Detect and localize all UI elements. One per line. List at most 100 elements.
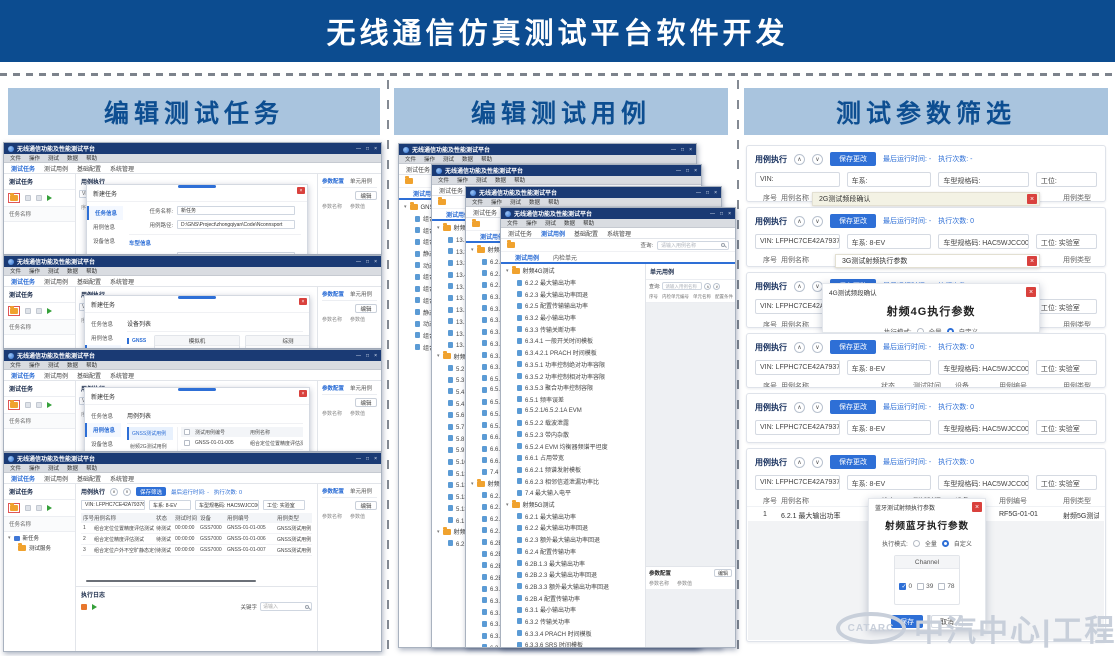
minimize-icon[interactable]: — bbox=[356, 258, 362, 265]
tree-item[interactable]: ▾6.2B.4 配置传输功率 bbox=[501, 592, 645, 604]
edit-button[interactable]: 编辑 bbox=[714, 569, 732, 577]
close-icon[interactable]: × bbox=[689, 146, 692, 153]
vehicle-info-link[interactable]: 车型信息 bbox=[129, 234, 301, 247]
minimize-icon[interactable]: — bbox=[696, 189, 702, 196]
window-titlebar[interactable]: 无线通信功能及性能测试平台 — □ × bbox=[466, 187, 721, 198]
save-changes-button[interactable]: 保存更改 bbox=[830, 340, 876, 354]
menu-item[interactable]: 文件 bbox=[472, 200, 484, 206]
minimize-icon[interactable]: — bbox=[356, 455, 362, 462]
dialog-nav-item[interactable]: 设备信息 bbox=[85, 345, 121, 348]
tree-item[interactable]: ▾6.3.3.4 PRACH 时间模板 bbox=[501, 627, 645, 639]
tree-item[interactable]: ▾6.2.2 最大输出功率 bbox=[501, 277, 645, 289]
new-folder-icon[interactable] bbox=[438, 197, 446, 205]
dialog-nav-item[interactable]: 设备信息 bbox=[91, 442, 114, 448]
menu-item[interactable]: 测试 bbox=[48, 156, 60, 162]
tree-item[interactable]: ▾6.2.4 配置传输功率 bbox=[501, 546, 645, 558]
tab[interactable]: 测试用例 bbox=[44, 476, 69, 483]
menu-item[interactable]: 数据 bbox=[564, 221, 576, 227]
maximize-icon[interactable]: □ bbox=[366, 352, 370, 359]
filter-input[interactable]: 工位: 实验室 bbox=[1035, 360, 1097, 375]
save-changes-button[interactable]: 保存更改 bbox=[830, 400, 876, 414]
move-up-button[interactable]: ∧ bbox=[794, 280, 805, 292]
dialog-nav-item[interactable]: 用例信息 bbox=[93, 225, 116, 231]
case-path-input[interactable]: D:\GNS\Project\zhongqiyan\Code\Nconnspor… bbox=[177, 220, 295, 229]
case-row[interactable]: 2 组合定位精度评估测试 待测试 00:00:00 GSS7000 GNSS-01-01-… bbox=[81, 534, 312, 545]
filter-input[interactable]: 工位: 实验室 bbox=[263, 500, 305, 510]
filter-input[interactable]: 车系: 8-EV bbox=[846, 475, 932, 490]
tree-item[interactable]: ▾6.3.2 最小输出功率 bbox=[501, 312, 645, 324]
tab[interactable]: 系统管理 bbox=[110, 373, 135, 380]
menu-item[interactable]: 数据 bbox=[67, 156, 79, 162]
dialog-nav-item[interactable]: 用例信息 bbox=[85, 423, 121, 437]
case-row[interactable]: 3组合定位户外不空旷静态定位精度待测试00:00:00GSS7000GNSS-0… bbox=[81, 545, 312, 556]
save-filter-button[interactable]: 保存筛选 bbox=[136, 487, 167, 496]
filter-input[interactable]: 车型规格码: HAC5WJCC0003 bbox=[938, 234, 1029, 249]
menu-item[interactable]: 操作 bbox=[29, 466, 41, 472]
tree-item[interactable]: ▾6.6.2.1 频谱发射模板 bbox=[501, 464, 645, 476]
window-titlebar[interactable]: 无线通信功能及性能测试平台 — □ × bbox=[399, 144, 696, 155]
close-icon[interactable]: × bbox=[297, 187, 305, 194]
dialog-nav-item[interactable]: 设备信息 bbox=[93, 239, 116, 245]
new-folder-icon[interactable] bbox=[405, 176, 413, 184]
run-icon[interactable] bbox=[47, 308, 52, 314]
edit-button[interactable]: 编辑 bbox=[355, 304, 377, 313]
filter-input[interactable]: 车系: 8-EV bbox=[149, 500, 191, 510]
menu-item[interactable]: 测试 bbox=[545, 221, 557, 227]
maximize-icon[interactable]: □ bbox=[366, 258, 370, 265]
tab[interactable]: 测试任务 bbox=[11, 373, 36, 380]
window-titlebar[interactable]: 无线通信功能及性能测试平台 — □ × bbox=[501, 208, 735, 219]
menu-item[interactable]: 操作 bbox=[29, 269, 41, 275]
menu-item[interactable]: 数据 bbox=[529, 200, 541, 206]
tree-item-service[interactable]: 测试服务 bbox=[8, 543, 71, 552]
tab-param-config[interactable]: 参数配置 bbox=[322, 292, 345, 298]
move-up-button[interactable]: ∧ bbox=[794, 215, 805, 227]
radio-custom[interactable] bbox=[941, 540, 949, 547]
tab[interactable]: 基础配置 bbox=[574, 231, 599, 238]
filter-input[interactable]: 车系: bbox=[846, 172, 932, 187]
filter-input[interactable]: 工位: 实验室 bbox=[1035, 420, 1097, 435]
menu-item[interactable]: 帮助 bbox=[86, 466, 98, 472]
select-all-checkbox[interactable] bbox=[184, 429, 190, 435]
window-titlebar[interactable]: 无线通信功能及性能测试平台 — □ × bbox=[4, 350, 381, 361]
filter-input[interactable]: 车型规格码: HAC5WJCC0003 bbox=[938, 420, 1029, 435]
move-down-button[interactable]: ∨ bbox=[812, 456, 823, 468]
channel-checkbox[interactable]: 78 bbox=[938, 583, 955, 590]
close-icon[interactable]: × bbox=[972, 502, 982, 512]
save-changes-button[interactable]: 保存更改 bbox=[830, 214, 876, 228]
filter-input[interactable]: 车型规格码: HAC5WJCC0003 bbox=[938, 475, 1029, 490]
menu-item[interactable]: 文件 bbox=[507, 221, 519, 227]
tree-item[interactable]: ▾6.5.2.4 EVM 均衡器频谱平坦度 bbox=[501, 440, 645, 452]
tab[interactable]: 测试用例 bbox=[44, 373, 69, 380]
minimize-icon[interactable]: — bbox=[671, 146, 677, 153]
subtab-test-case[interactable]: 测试用例 bbox=[515, 255, 540, 262]
close-icon[interactable]: × bbox=[714, 189, 717, 196]
move-down-button[interactable]: ∨ bbox=[123, 487, 132, 496]
tree-item[interactable]: ▾6.3.5.1 功率控制绝对功率容限 bbox=[501, 359, 645, 371]
maximize-icon[interactable]: □ bbox=[706, 189, 710, 196]
new-task-folder-icon[interactable] bbox=[8, 400, 20, 410]
menu-item[interactable]: 测试 bbox=[443, 157, 455, 163]
case-row[interactable]: 1 组合定位位置精度评估测试 待测试 00:00:00 GSS7000 GNSS-01-0… bbox=[81, 523, 312, 534]
radio-custom[interactable] bbox=[946, 327, 954, 332]
tab-param-config[interactable]: 参数配置 bbox=[322, 179, 345, 185]
menu-item[interactable]: 文件 bbox=[10, 269, 22, 275]
menu-item[interactable]: 操作 bbox=[29, 156, 41, 162]
save-changes-button[interactable]: 保存更改 bbox=[830, 455, 876, 469]
tab-unit-case[interactable]: 单元用例 bbox=[350, 179, 373, 185]
dialog-nav-item[interactable]: 任务信息 bbox=[91, 414, 114, 420]
tree-item[interactable]: ▾6.5.1 频率误差 bbox=[501, 394, 645, 406]
menu-item[interactable]: 操作 bbox=[29, 363, 41, 369]
search-input[interactable]: 请输入用例名称 bbox=[657, 240, 729, 250]
filter-input[interactable]: 工位: 实验室 bbox=[1035, 299, 1097, 314]
window-titlebar[interactable]: 无线通信功能及性能测试平台 — □ × bbox=[4, 256, 381, 267]
tree-item[interactable]: ▾6.3.1 最小输出功率 bbox=[501, 604, 645, 616]
menu-item[interactable]: 数据 bbox=[67, 466, 79, 472]
close-icon[interactable]: × bbox=[1027, 256, 1037, 266]
menu-item[interactable]: 帮助 bbox=[86, 269, 98, 275]
horizontal-scrollbar[interactable] bbox=[86, 580, 256, 582]
tab[interactable]: 基础配置 bbox=[77, 166, 102, 173]
minimize-icon[interactable]: — bbox=[356, 145, 362, 152]
close-icon[interactable]: × bbox=[694, 167, 697, 174]
filter-input[interactable]: VIN: LFPHC7CE42A79376 bbox=[755, 475, 840, 490]
menu-item[interactable]: 操作 bbox=[491, 200, 503, 206]
